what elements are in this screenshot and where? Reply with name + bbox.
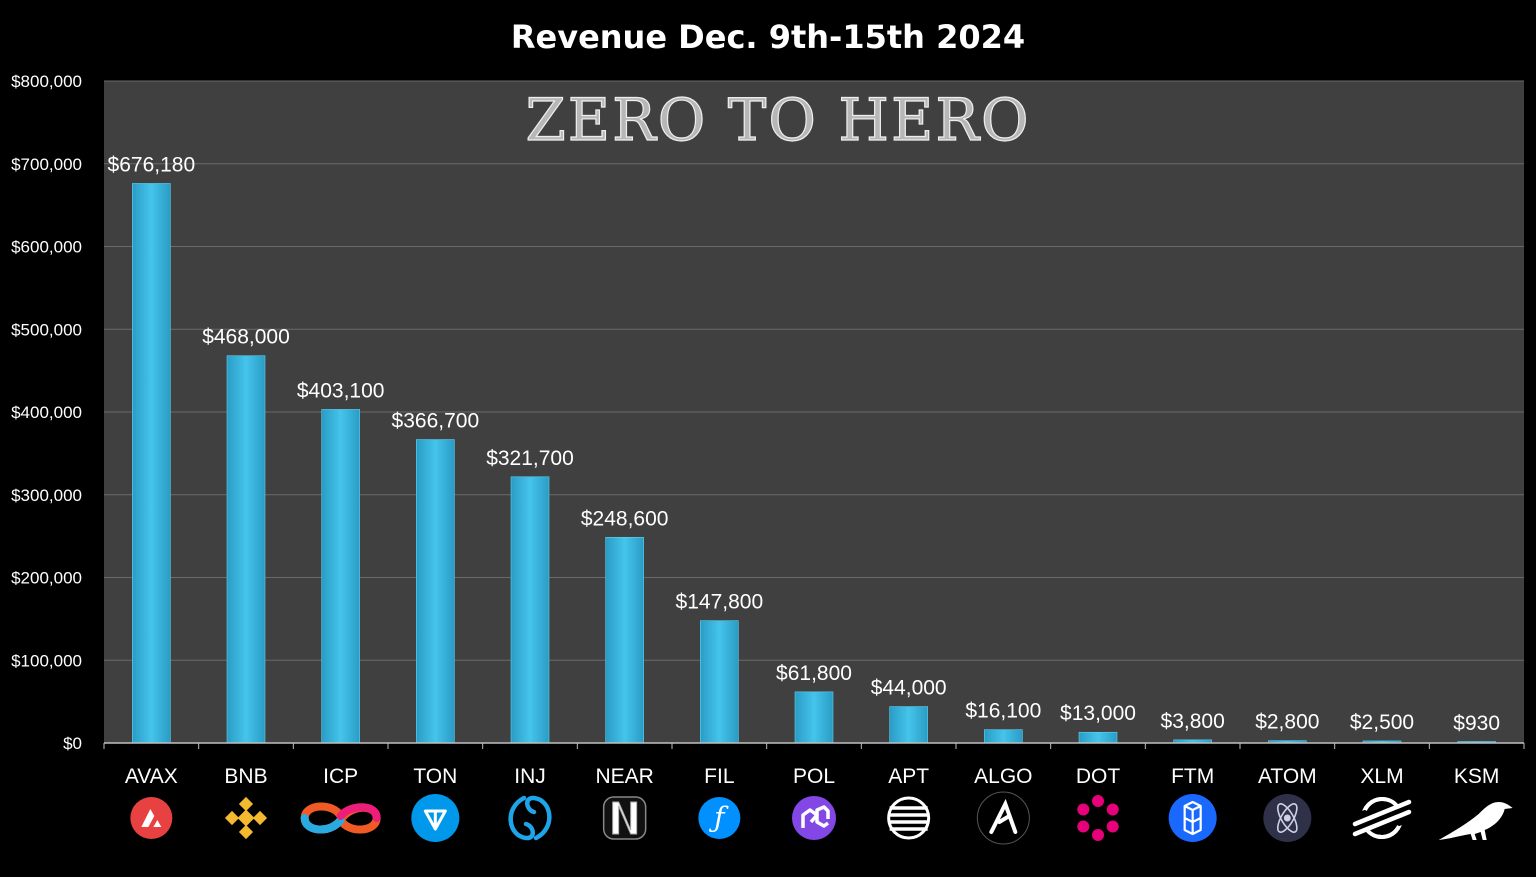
data-label-dot: $13,000 [1060, 702, 1136, 725]
y-tick-label: $400,000 [11, 403, 82, 422]
watermark-text: ZERO TO HERO [525, 86, 1030, 154]
y-tick-label: $100,000 [11, 651, 82, 670]
data-label-ksm: $930 [1453, 712, 1500, 735]
category-label-pol: POL [793, 765, 835, 788]
data-label-near: $248,600 [581, 507, 669, 530]
bar-bnb [226, 355, 266, 744]
data-label-inj: $321,700 [486, 447, 574, 470]
y-tick-label: $600,000 [11, 238, 82, 257]
ftm-icon [1168, 794, 1217, 842]
y-tick-label: $800,000 [11, 72, 82, 91]
bar-fil [700, 620, 739, 744]
category-label-xlm: XLM [1360, 765, 1403, 788]
bnb-icon [224, 796, 268, 840]
y-axis-tick-labels: $0 $100,000 $200,000 $300,000 $400,000 $500,0… [11, 72, 82, 753]
bar-apt [889, 706, 928, 744]
category-label-near: NEAR [595, 765, 653, 788]
data-label-icp: $403,100 [297, 379, 385, 402]
category-label-apt: APT [888, 765, 929, 788]
algo-icon [976, 791, 1030, 845]
coin-icons: ƒ [130, 791, 1513, 845]
data-label-ton: $366,700 [392, 410, 480, 433]
data-label-algo: $16,100 [965, 700, 1041, 723]
category-label-fil: FIL [704, 765, 734, 788]
category-label-atom: ATOM [1258, 765, 1317, 788]
data-labels: $676,180 $468,000 $403,100 $366,700 $321,700… [108, 153, 1500, 735]
y-tick-label: $0 [63, 734, 82, 753]
category-label-bnb: BNB [224, 765, 267, 788]
category-label-avax: AVAX [125, 765, 178, 788]
category-label-inj: INJ [514, 765, 546, 788]
data-label-apt: $44,000 [871, 677, 947, 700]
bar-avax [132, 183, 171, 744]
bars [132, 183, 1496, 744]
pol-icon [792, 796, 836, 840]
bar-pol [794, 691, 834, 744]
data-label-ftm: $3,800 [1161, 710, 1225, 733]
bar-near [605, 536, 644, 744]
data-label-bnb: $468,000 [202, 326, 290, 349]
category-label-algo: ALGO [974, 765, 1032, 788]
y-tick-label: $200,000 [11, 569, 82, 588]
category-label-dot: DOT [1076, 765, 1121, 788]
gridlines [104, 80, 1524, 661]
bar-dot [1078, 731, 1118, 744]
xlm-icon [1348, 793, 1416, 843]
svg-text:ƒ: ƒ [708, 801, 729, 834]
icp-icon [300, 802, 381, 834]
avax-icon [130, 797, 173, 839]
category-label-icp: ICP [323, 765, 358, 788]
data-label-fil: $147,800 [676, 591, 764, 614]
y-tick-label: $500,000 [11, 320, 82, 339]
dot-icon [1077, 795, 1119, 841]
fil-icon: ƒ [698, 797, 741, 839]
bar-inj [510, 476, 550, 744]
data-label-xlm: $2,500 [1350, 711, 1414, 734]
y-tick-label: $300,000 [11, 486, 82, 505]
category-label-ksm: KSM [1454, 765, 1500, 788]
bar-algo [984, 729, 1023, 744]
x-axis [103, 742, 1525, 749]
data-label-pol: $61,800 [776, 662, 852, 685]
category-label-ton: TON [413, 765, 457, 788]
y-tick-label: $700,000 [11, 155, 82, 174]
data-label-avax: $676,180 [108, 153, 196, 176]
apt-icon [887, 796, 931, 840]
data-label-atom: $2,800 [1255, 711, 1319, 734]
bar-icp [321, 409, 360, 744]
x-axis-category-labels: AVAX BNB ICP TON INJ NEAR FIL POL APT ALGO DOT FTM A… [125, 765, 1500, 788]
ksm-icon [1438, 802, 1513, 840]
atom-icon [1263, 794, 1312, 842]
near-icon [602, 796, 647, 840]
inj-icon [508, 795, 552, 841]
ton-icon [411, 794, 460, 842]
bar-ton [416, 439, 455, 744]
category-label-ftm: FTM [1171, 765, 1214, 788]
chart-title: Revenue Dec. 9th-15th 2024 [510, 18, 1026, 56]
